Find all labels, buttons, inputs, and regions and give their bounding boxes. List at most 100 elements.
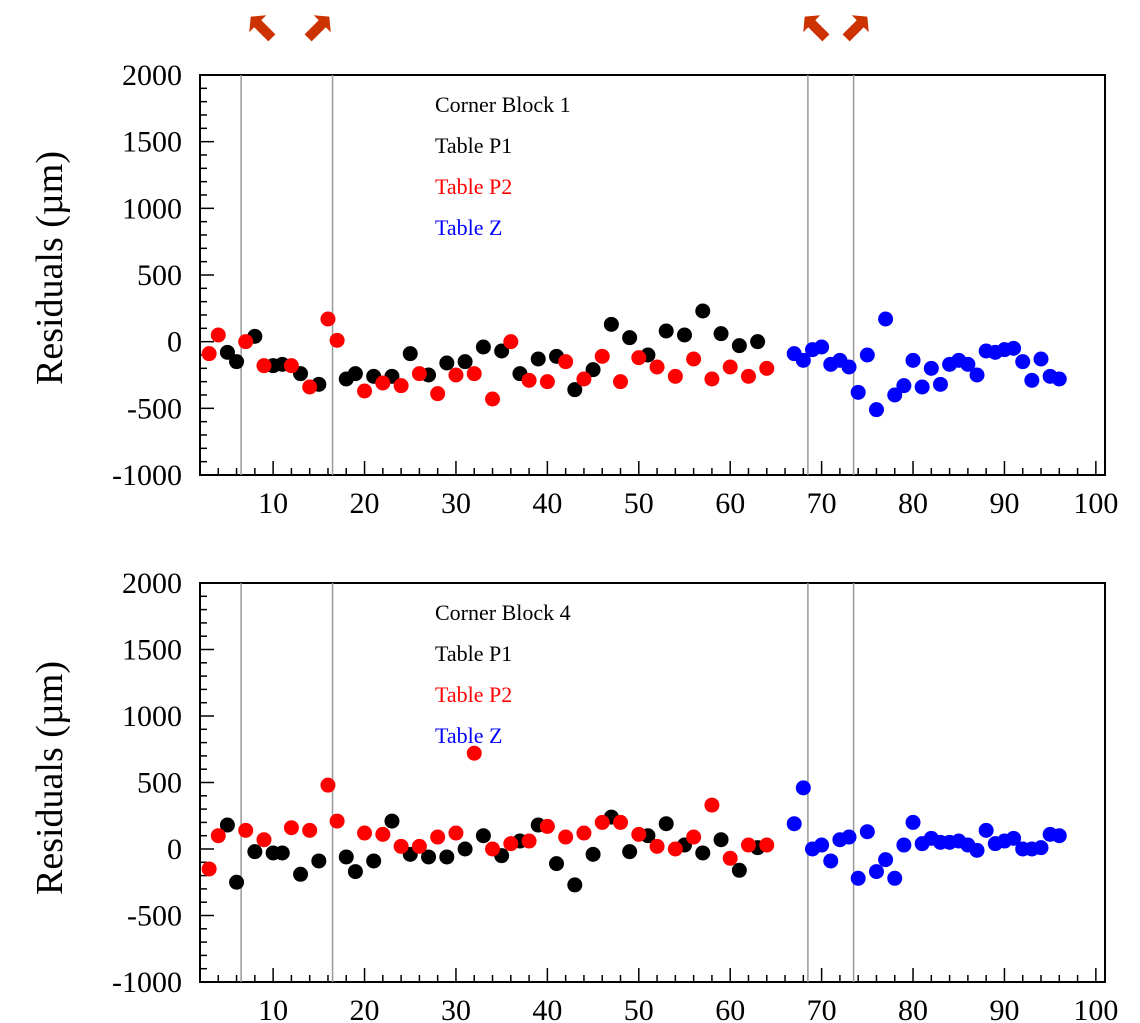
data-point-table-p2	[302, 379, 318, 395]
data-point-table-z	[978, 822, 994, 838]
x-tick-label: 20	[350, 994, 380, 1023]
y-tick-label: 0	[167, 833, 182, 866]
data-point-table-p1	[622, 330, 638, 346]
arrow-down-right-icon	[842, 15, 869, 42]
legend-entry-table-p1: Table P1	[435, 133, 512, 158]
data-point-table-p2	[759, 360, 775, 376]
data-point-table-p2	[722, 850, 738, 866]
y-axis-label: Residuals (µm)	[29, 151, 71, 385]
data-point-table-z	[1015, 354, 1031, 370]
data-point-table-p2	[375, 375, 391, 391]
data-point-table-z	[1033, 351, 1049, 367]
data-point-table-p2	[576, 371, 592, 387]
arrow-down-right-icon	[304, 15, 331, 42]
plot-frame	[199, 74, 1106, 476]
data-point-table-p2	[256, 832, 272, 848]
data-point-table-p1	[731, 862, 747, 878]
data-point-table-p2	[329, 332, 345, 348]
data-point-table-p2	[740, 837, 756, 853]
data-point-table-p1	[274, 845, 290, 861]
data-point-table-z	[1033, 840, 1049, 856]
data-point-table-z	[969, 842, 985, 858]
legend-entry-table-p1: Table P1	[435, 641, 512, 666]
x-tick-label: 70	[807, 994, 837, 1023]
x-tick-label: 50	[624, 994, 654, 1023]
data-point-table-z	[814, 339, 830, 355]
y-tick-label: 500	[137, 767, 182, 800]
data-point-table-p2	[704, 797, 720, 813]
data-point-table-p2	[686, 829, 702, 845]
data-point-table-p1	[293, 866, 309, 882]
y-tick-label: 1500	[122, 126, 182, 159]
data-point-table-p2	[667, 368, 683, 384]
data-point-table-p1	[494, 343, 510, 359]
legend: Corner Block 1 Table P1 Table P2 Table Z	[435, 92, 571, 240]
data-point-table-p1	[658, 816, 674, 832]
y-tick-label: -500	[127, 392, 182, 425]
data-point-table-z	[878, 852, 894, 868]
data-point-table-z	[786, 816, 802, 832]
data-point-table-p1	[366, 853, 382, 869]
arrow-down-left-icon	[803, 15, 830, 42]
tick-labels: 10 20 30 40 50 60 70 80 90 100 -1000 -500 0 500 1000 15…	[112, 567, 1118, 1023]
legend: Corner Block 4 Table P1 Table P2 Table Z	[435, 600, 571, 748]
data-point-table-p2	[503, 836, 519, 852]
data-point-table-z	[896, 378, 912, 394]
data-point-table-p1	[585, 846, 601, 862]
data-point-table-p1	[475, 339, 491, 355]
x-tick-label: 90	[989, 487, 1019, 520]
data-point-table-p2	[740, 368, 756, 384]
data-point-table-p2	[466, 366, 482, 382]
data-point-table-z	[850, 870, 866, 886]
y-tick-label: 500	[137, 259, 182, 292]
data-point-table-p1	[347, 864, 363, 880]
data-point-table-p2	[375, 826, 391, 842]
data-point-table-p2	[430, 386, 446, 402]
data-point-table-z	[1006, 830, 1022, 846]
data-point-table-z	[960, 356, 976, 372]
data-point-table-p1	[695, 845, 711, 861]
residuals-panel-corner-block-4: Residuals (µm) 10 20 30 40 50 60 70 80 90 100 -100…	[29, 567, 1118, 1023]
data-point-table-p1	[567, 382, 583, 398]
y-axis-label: Residuals (µm)	[29, 661, 71, 895]
x-tick-label: 10	[258, 487, 288, 520]
x-tick-label: 100	[1073, 487, 1118, 520]
y-tick-label: 0	[167, 326, 182, 359]
data-point-table-p2	[704, 371, 720, 387]
y-tick-label: 1000	[122, 192, 182, 225]
data-point-table-p2	[357, 825, 373, 841]
data-point-table-p2	[558, 829, 574, 845]
data-point-table-p2	[448, 825, 464, 841]
data-point-table-p1	[567, 877, 583, 893]
y-tick-label: 1000	[122, 700, 182, 733]
data-point-table-p2	[722, 359, 738, 375]
data-point-table-z	[823, 853, 839, 869]
data-point-table-p2	[320, 311, 336, 327]
data-point-table-p2	[539, 374, 555, 390]
legend-entry-table-p2: Table P2	[435, 174, 512, 199]
data-point-table-z	[896, 837, 912, 853]
y-tick-label: -1000	[112, 459, 182, 492]
x-tick-label: 40	[532, 487, 562, 520]
x-tick-label: 10	[258, 994, 288, 1023]
data-point-table-z	[859, 347, 875, 363]
data-point-table-p2	[649, 838, 665, 854]
legend-entry-table-p2: Table P2	[435, 682, 512, 707]
data-point-table-p1	[347, 366, 363, 382]
y-tick-label: 1500	[122, 634, 182, 667]
data-point-table-p1	[549, 856, 565, 872]
data-point-table-p2	[329, 813, 345, 829]
data-point-table-z	[887, 870, 903, 886]
legend-heading: Corner Block 1	[435, 92, 571, 117]
plot-frame	[199, 582, 1106, 983]
data-points	[201, 303, 1067, 418]
x-tick-label: 60	[715, 994, 745, 1023]
data-point-table-z	[841, 829, 857, 845]
data-point-table-p1	[603, 316, 619, 332]
data-point-table-p2	[594, 814, 610, 830]
data-point-table-p1	[219, 344, 235, 360]
data-point-table-p1	[229, 874, 245, 890]
region-separator-lines	[240, 75, 855, 475]
data-point-table-p2	[631, 826, 647, 842]
